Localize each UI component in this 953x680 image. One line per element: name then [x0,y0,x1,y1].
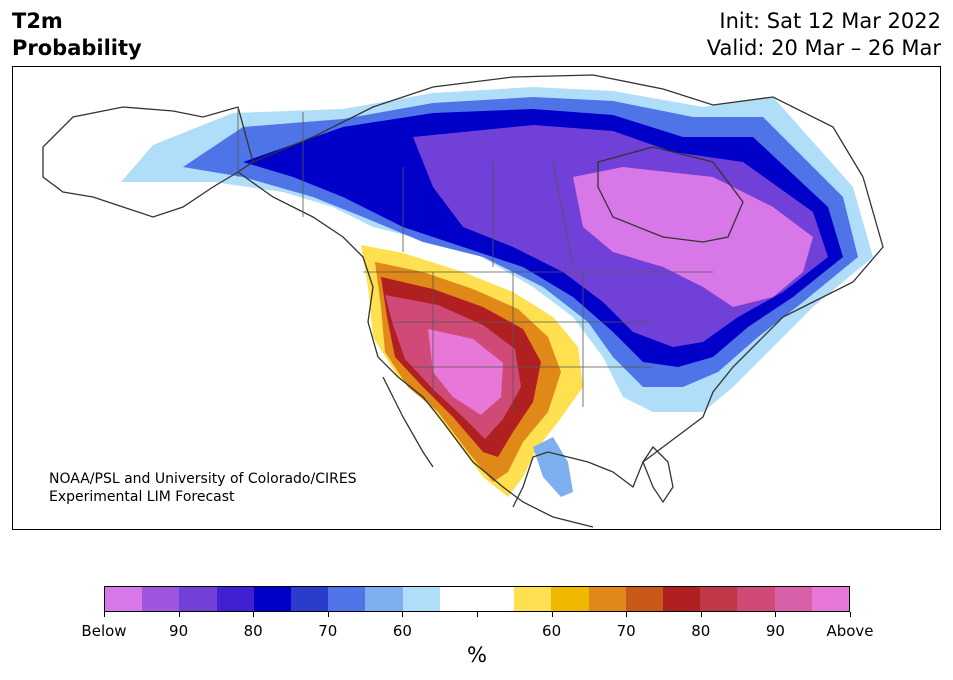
title-line-1: T2m [12,9,63,33]
hudson-bay [597,146,744,243]
colorbar-tick-label: 80 [691,622,711,640]
colorbar-segment [700,587,738,611]
map-title: T2m Probability [12,8,142,62]
colorbar-tick-mark [178,612,180,617]
map-panel: NOAA/PSL and University of Colorado/CIRE… [12,66,941,530]
state-borders [237,107,713,412]
colorbar-segment [514,587,552,611]
colorbar-segment [588,587,626,611]
gulf-coast [512,451,614,508]
forecast-dates: Init: Sat 12 Mar 2022 Valid: 20 Mar – 26… [707,8,941,62]
colorbar-tick-mark [477,612,478,617]
florida [642,445,674,504]
colorbar-tick-label: 70 [318,622,338,640]
below-normal-region [121,87,873,412]
title-line-2: Probability [12,36,142,60]
colorbar-segment [142,587,180,611]
credit-line-2: Experimental LIM Forecast [49,489,235,505]
colorbar-segment [811,587,850,611]
canada-north-coast [252,74,864,178]
baja [382,376,434,468]
colorbar-tick-label: Above [826,622,874,640]
gulf-below-region [533,437,573,497]
colorbar-segment [663,587,701,611]
colorbar-segment [365,587,403,611]
colorbar-tick-label: 60 [392,622,412,640]
above-contour-above90 [428,329,503,415]
colorbar-tick-mark [700,612,702,617]
credit-line-1: NOAA/PSL and University of Colorado/CIRE… [49,471,357,487]
colorbar-segment [774,587,812,611]
colorbar-tick-mark [551,612,553,617]
colorbar-tick-label: Below [81,622,127,640]
east-coast [612,176,884,489]
colorbar-segment [737,587,775,611]
colorbar-tick-label: 90 [169,622,189,640]
colorbar-tick-mark [327,612,329,617]
colorbar [104,586,850,612]
colorbar-segment [291,587,329,611]
colorbar-tick-label: 60 [542,622,562,640]
colorbar-unit: % [467,643,487,667]
probability-map [42,74,884,528]
colorbar-tick-mark [402,612,404,617]
colorbar-segment [179,587,217,611]
init-date: Init: Sat 12 Mar 2022 [719,9,941,33]
colorbar-segment [477,587,515,611]
colorbar-segment [328,587,366,611]
colorbar-segment [253,587,292,611]
colorbar-segment [625,587,664,611]
colorbar-tick-label: 90 [765,622,785,640]
colorbar-segment [402,587,440,611]
colorbar-tick-mark [104,612,105,617]
colorbar-tick-mark [850,612,851,617]
credit-text: NOAA/PSL and University of Colorado/CIRE… [49,470,357,506]
colorbar-tick-mark [253,612,255,617]
west-coast [237,171,594,528]
coastlines [42,74,884,528]
colorbar-segment [105,587,143,611]
alaska-coast [42,106,254,218]
below-contour-above90 [573,167,813,307]
colorbar-tick-mark [775,612,777,617]
colorbar-segment [216,587,254,611]
colorbar-segment [551,587,589,611]
valid-range: Valid: 20 Mar – 26 Mar [706,36,941,60]
colorbar-tick-label: 80 [243,622,263,640]
colorbar-segment [439,587,478,611]
colorbar-tick-mark [626,612,628,617]
colorbar-tick-label: 70 [616,622,636,640]
